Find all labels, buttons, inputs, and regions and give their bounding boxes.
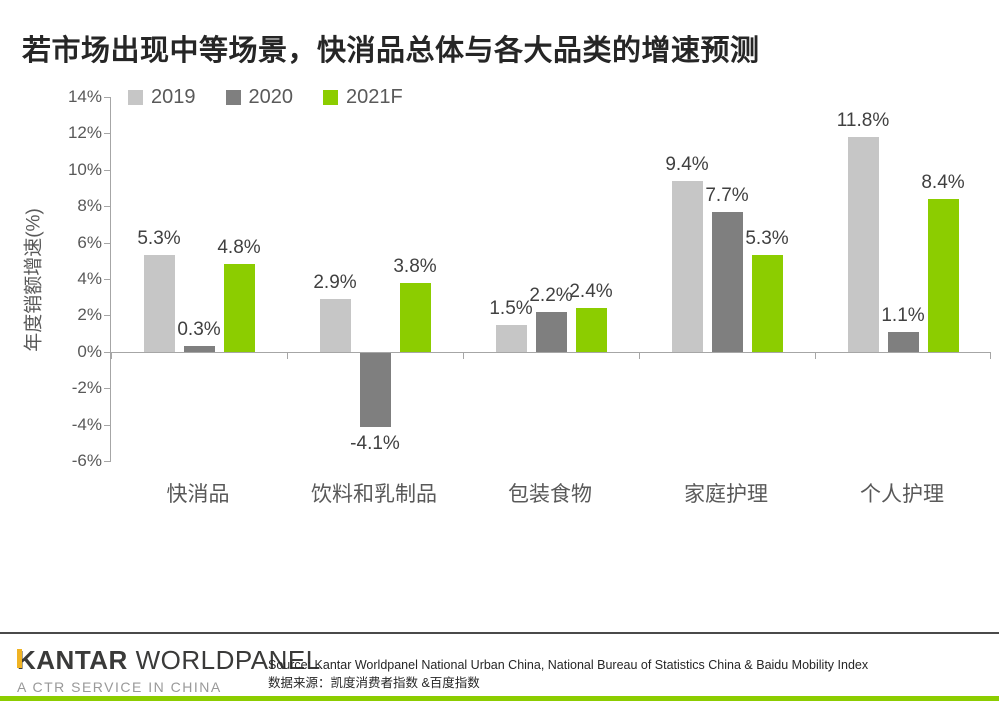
footer-divider: [0, 632, 999, 634]
plot-area: 5.3% 0.3% 4.8% 2.9% -4.1% 3.8% 1.5% 2.2% 2.4% 9.4…: [104, 97, 991, 462]
y-axis-tick-mark: [104, 351, 111, 353]
x-axis-tick-mark: [815, 352, 816, 359]
legend-swatch: [323, 90, 338, 105]
bar-2020: [183, 346, 215, 352]
bar-value-label: 11.8%: [836, 110, 890, 132]
bar-2019: [143, 255, 175, 352]
legend-swatch: [225, 90, 241, 105]
bar-value-label: 1.5%: [489, 297, 533, 319]
y-tick-label: -2%: [71, 378, 102, 398]
y-tick-label: 14%: [67, 87, 102, 106]
bar-value-label: 2.9%: [313, 272, 357, 294]
bar-value-label: 8.4%: [921, 171, 965, 193]
y-axis-tick-mark: [104, 242, 111, 244]
bar-2020: [359, 352, 391, 428]
bar-2019: [847, 137, 879, 352]
y-axis-tick-mark: [104, 169, 111, 171]
bar-2021F: [223, 264, 255, 352]
bar-2021F: [751, 255, 783, 352]
bar-value-label: 2.2%: [529, 284, 573, 306]
bar-value-label: -4.1%: [350, 433, 400, 455]
x-axis-tick-mark: [463, 352, 464, 359]
bar-2019: [495, 324, 527, 352]
legend-item-2020: 2020: [225, 86, 294, 109]
logo-kantar: KANTAR: [17, 645, 128, 675]
logo-worldpanel: WORLDPANEL: [127, 645, 321, 675]
legend-label: 2021F: [346, 86, 403, 108]
x-axis-baseline: [111, 351, 991, 353]
source-line-english: Source: Kantar Worldpanel National Urban…: [268, 658, 869, 672]
source-note: Source: Kantar Worldpanel National Urban…: [268, 656, 868, 692]
bar-value-label: 4.8%: [217, 237, 261, 259]
bar-2020: [711, 211, 743, 352]
y-axis-tick-mark: [104, 388, 111, 390]
y-axis-tick-mark: [104, 315, 111, 317]
legend-item-2021F: 2021F: [323, 86, 403, 109]
y-tick-label: 10%: [67, 159, 102, 179]
bar-2019: [319, 299, 351, 352]
category-label: 快消品: [166, 483, 230, 506]
category-label: 包装食物: [508, 483, 592, 506]
bar-2020: [887, 331, 919, 352]
category-label: 家庭护理: [684, 483, 768, 506]
bar-2021F: [399, 282, 431, 352]
y-tick-label: 12%: [67, 123, 102, 143]
bar-value-label: 5.3%: [137, 228, 181, 250]
y-tick-label: 6%: [77, 232, 102, 252]
kantar-worldpanel-logo: KANTAR WORLDPANEL A CTR SERVICE IN CHINA: [17, 645, 321, 695]
bar-2021F: [927, 198, 959, 352]
y-tick-label: 0%: [77, 341, 102, 361]
y-tick-label: 8%: [77, 196, 102, 216]
bar-value-label: 3.8%: [393, 255, 437, 277]
x-axis-tick-mark: [639, 352, 640, 359]
x-axis-category-labels: 快消品 饮料和乳制品 包装食物 家庭护理 个人护理: [110, 478, 990, 510]
y-axis-tick-mark: [104, 461, 111, 462]
logo-tagline: A CTR SERVICE IN CHINA: [17, 679, 222, 695]
y-axis-tick-mark: [104, 97, 111, 98]
bar-value-label: 0.3%: [177, 319, 221, 341]
kantar-gold-stem-mark: [17, 649, 22, 668]
bottom-accent-bar: [0, 696, 999, 701]
x-axis-tick-mark: [287, 352, 288, 359]
bar-2021F: [575, 308, 607, 352]
y-axis-tick-mark: [104, 424, 111, 426]
legend-swatch: [128, 90, 143, 105]
bar-value-label: 7.7%: [705, 184, 749, 206]
x-axis-tick-mark: [111, 352, 112, 359]
source-line-chinese: 数据来源：凯度消费者指数 &百度指数: [268, 676, 480, 691]
chart-title: 若市场出现中等场景，快消品总体与各大品类的增速预测: [22, 35, 760, 67]
y-axis-tick-mark: [104, 133, 111, 135]
bar-value-label: 9.4%: [665, 153, 709, 175]
y-axis-tick-mark: [104, 206, 111, 208]
bar-2019: [671, 180, 703, 352]
y-axis-tick-mark: [104, 279, 111, 280]
category-label: 饮料和乳制品: [311, 483, 437, 506]
y-tick-label: 2%: [77, 305, 102, 325]
bar-value-label: 1.1%: [881, 304, 925, 326]
x-axis-tick-mark: [990, 352, 991, 359]
y-tick-label: -6%: [71, 451, 102, 470]
category-label: 个人护理: [860, 483, 944, 506]
legend-label: 2019: [151, 86, 196, 108]
chart-legend: 2019 2020 2021F: [128, 86, 403, 109]
bar-2020: [535, 311, 567, 352]
y-tick-label: 4%: [77, 269, 102, 288]
y-axis-tick-labels: 14% 12% 10% 8% 6% 4% 2% 0% -2% -4% -6%: [0, 87, 102, 470]
bar-value-label: 2.4%: [569, 281, 613, 303]
y-tick-label: -4%: [71, 414, 102, 434]
logo-text: KANTAR WORLDPANEL: [17, 645, 321, 676]
legend-label: 2020: [248, 86, 294, 108]
bar-value-label: 5.3%: [745, 228, 789, 250]
legend-item-2019: 2019: [128, 86, 196, 109]
